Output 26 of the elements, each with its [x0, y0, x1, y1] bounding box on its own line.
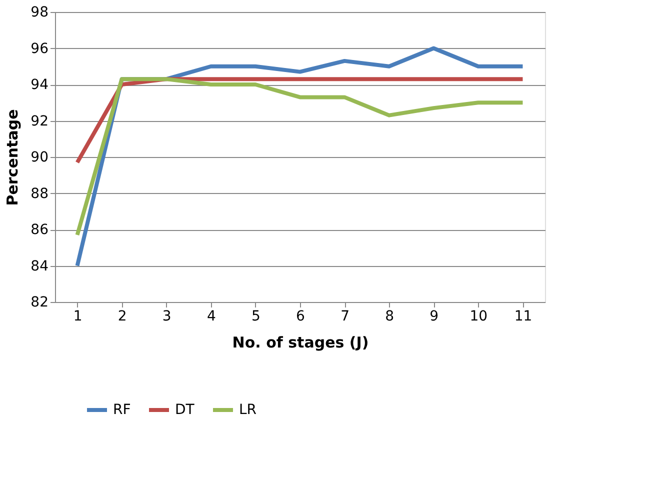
y-tick-label: 96	[30, 40, 49, 57]
y-tick-label: 92	[30, 113, 48, 130]
line-series	[75, 77, 525, 237]
x-tick-label: 7	[340, 308, 350, 324]
y-tick-label: 82	[30, 294, 48, 310]
y-tick-label: 98	[30, 4, 48, 20]
y-tick-label: 90	[30, 150, 48, 166]
y-axis-title: Percentage	[4, 109, 22, 206]
x-tick-label: 10	[470, 308, 488, 324]
x-tick-label: 11	[514, 308, 532, 324]
legend-label: DT	[175, 402, 195, 418]
x-tick-label: 2	[118, 308, 127, 324]
x-axis-title: No. of stages (J)	[232, 334, 369, 352]
x-tick-label: 9	[430, 308, 439, 324]
legend-label: LR	[239, 402, 257, 418]
x-tick-label: 5	[251, 308, 260, 324]
x-tick-label: 8	[385, 308, 394, 324]
x-tick-label: 3	[162, 308, 172, 324]
y-tick-label: 86	[30, 222, 49, 238]
y-tick-label: 94	[30, 77, 49, 93]
x-tick-label: 6	[296, 308, 306, 324]
y-tick-label: 84	[30, 258, 49, 274]
y-tick-label: 88	[30, 186, 48, 202]
x-tick-label: 4	[206, 308, 216, 324]
x-tick-label: 1	[73, 308, 82, 324]
legend-label: RF	[113, 402, 131, 418]
